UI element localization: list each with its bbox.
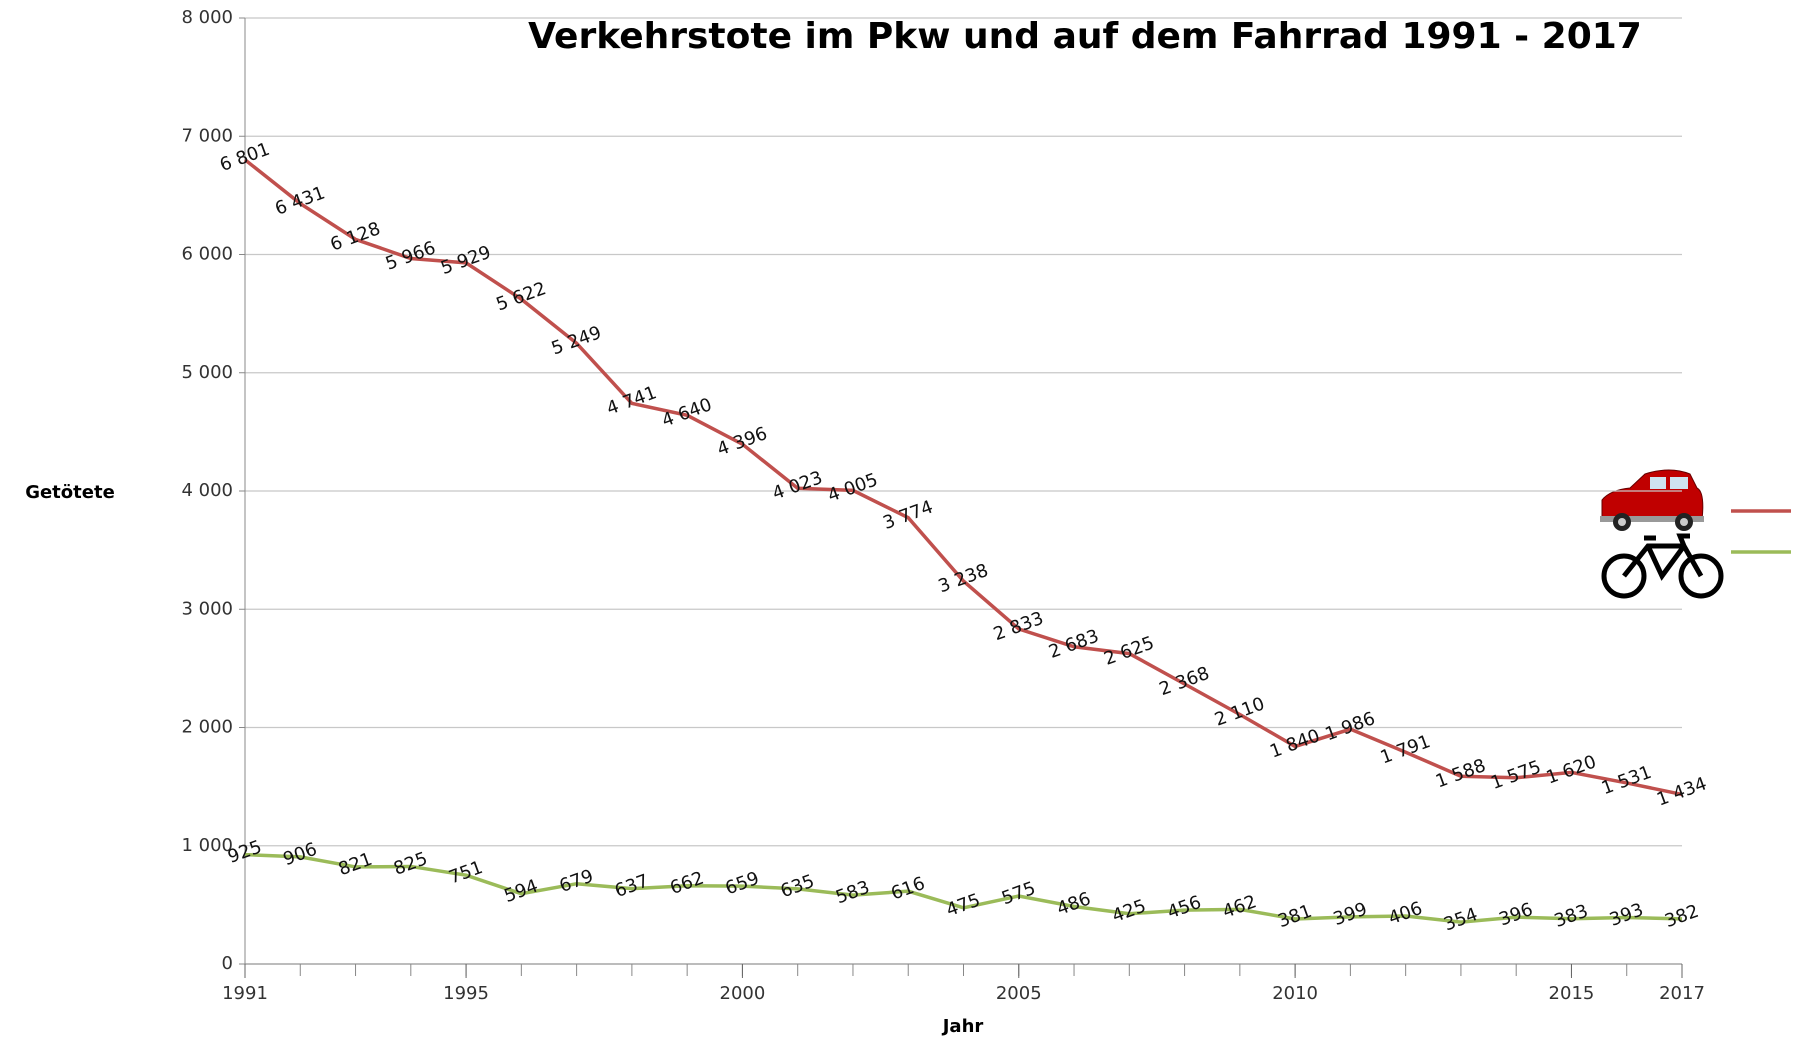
y-tick-label: 6 000 (181, 244, 233, 265)
x-tick-label: 2010 (1272, 983, 1318, 1004)
data-label: 1 791 (1378, 731, 1434, 768)
legend-car-icon (1600, 470, 1704, 531)
data-label: 616 (888, 873, 927, 904)
data-label: 5 622 (493, 278, 549, 315)
x-tick-label: 1995 (443, 983, 489, 1004)
y-axis-label: Getötete (25, 482, 115, 503)
y-tick-label: 4 000 (181, 480, 233, 501)
data-label: 662 (667, 868, 706, 899)
data-label: 475 (944, 890, 983, 921)
data-label: 406 (1386, 898, 1425, 929)
x-tick-label: 1991 (222, 983, 268, 1004)
data-label: 1 575 (1488, 757, 1544, 794)
data-label: 751 (446, 857, 485, 888)
chart: Verkehrstote im Pkw und auf dem Fahrrad … (0, 0, 1800, 1040)
data-label: 381 (1275, 901, 1314, 932)
data-label: 635 (778, 871, 817, 902)
data-label: 5 966 (383, 237, 439, 274)
data-label: 399 (1330, 899, 1369, 930)
data-label: 821 (336, 849, 375, 880)
data-label: 1 434 (1654, 773, 1710, 810)
data-label: 1 588 (1433, 755, 1489, 792)
y-tick-label: 7 000 (181, 125, 233, 146)
data-label: 906 (280, 839, 319, 870)
data-label: 575 (999, 878, 1038, 909)
data-label: 354 (1441, 904, 1480, 935)
data-label: 1 620 (1543, 751, 1599, 788)
data-label: 825 (391, 848, 430, 879)
y-tick-label: 0 (222, 953, 233, 974)
data-label: 396 (1496, 899, 1535, 930)
data-label: 4 741 (604, 382, 660, 419)
y-tick-label: 2 000 (181, 717, 233, 738)
y-tick-label: 5 000 (181, 362, 233, 383)
data-label: 456 (1165, 892, 1204, 923)
data-label: 679 (557, 865, 596, 896)
data-label: 383 (1552, 900, 1591, 931)
y-tick-label: 8 000 (181, 7, 233, 28)
data-label: 3 238 (936, 560, 992, 597)
x-tick-label: 2015 (1549, 983, 1595, 1004)
data-label: 659 (723, 868, 762, 899)
data-label: 6 128 (328, 218, 384, 255)
legend-bike-icon (1604, 536, 1721, 596)
data-label: 2 683 (1046, 626, 1102, 663)
data-label: 382 (1662, 901, 1701, 932)
page: Verkehrstote im Pkw und auf dem Fahrrad … (0, 0, 1800, 1040)
data-label: 4 396 (714, 423, 770, 460)
y-tick-label: 1 000 (181, 835, 233, 856)
y-tick-label: 3 000 (181, 598, 233, 619)
x-tick-label: 2000 (720, 983, 766, 1004)
data-label: 3 774 (880, 497, 936, 534)
x-axis-label: Jahr (941, 1016, 984, 1037)
data-label: 583 (833, 877, 872, 908)
data-label: 594 (501, 876, 540, 907)
x-tick-label: 2017 (1659, 983, 1705, 1004)
data-label: 1 986 (1322, 708, 1378, 745)
data-label: 393 (1607, 899, 1646, 930)
data-label: 425 (1109, 896, 1148, 927)
data-label: 637 (612, 870, 651, 901)
data-label: 486 (1054, 888, 1093, 919)
chart-title: Verkehrstote im Pkw und auf dem Fahrrad … (528, 16, 1642, 57)
x-tick-label: 2005 (996, 983, 1042, 1004)
data-label: 1 840 (1267, 725, 1323, 762)
data-label: 462 (1220, 891, 1259, 922)
data-label: 1 531 (1599, 762, 1655, 799)
